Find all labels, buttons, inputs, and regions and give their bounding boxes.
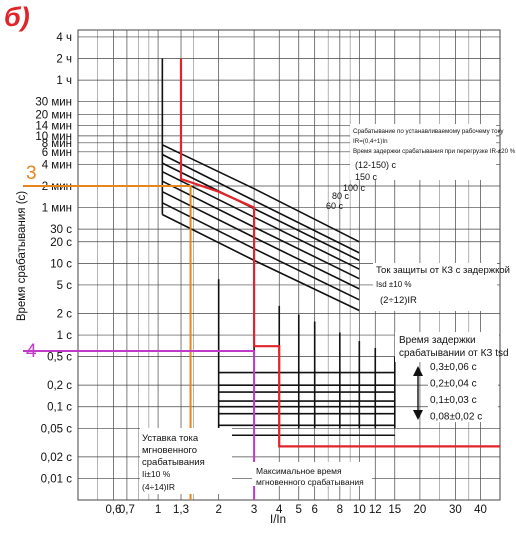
x-tick-label: 1 <box>155 504 161 516</box>
delay-time-value: 0,2±0,04 с <box>430 379 477 390</box>
x-axis-label: I/In <box>270 514 286 526</box>
y-tick-label: 20 с <box>50 237 72 249</box>
overload-series-label: 80 с <box>332 191 350 201</box>
annotations: Срабатывание по устанавливаемому рабочем… <box>140 124 516 494</box>
y-tick-label: 30 мин <box>35 97 72 109</box>
y-tick-label: 2 с <box>57 308 73 320</box>
y-tick-label: 14 мин <box>35 120 72 132</box>
y-tick-label: 10 мин <box>35 131 72 143</box>
x-tick-label: 12 <box>369 504 382 516</box>
y-tick-label: 0,2 с <box>47 380 72 392</box>
x-tick-labels: 0,60,7 1 1,3 2 3 4 5 6 8 10 12 15 20 30 40 <box>105 504 486 516</box>
delay-time-value: 0,1±0,03 с <box>430 395 477 406</box>
overload-series-label: 60 с <box>326 201 344 211</box>
x-tick-label: 30 <box>449 504 462 516</box>
overload-curve <box>161 144 360 243</box>
instant-line2: мгновенного <box>142 445 197 456</box>
y-tick-label: 0,1 с <box>47 402 72 414</box>
instant-line1: Уставка тока <box>142 433 199 444</box>
overload-series-label: 150 с <box>355 172 378 182</box>
x-tick-label: 3 <box>251 504 257 516</box>
orange-guide <box>23 184 192 500</box>
delay-time-value: 0,08±0,02 с <box>430 412 482 423</box>
x-tick-label: 0,6 <box>105 504 121 516</box>
y-tick-label: 4 ч <box>56 32 72 44</box>
short-delay-line1: Ток защиты от КЗ с задержкой <box>376 265 510 276</box>
delay-arrow-up <box>413 366 423 376</box>
red-trip-curve <box>179 58 500 448</box>
overload-note-line4: (12-150) с <box>355 160 397 170</box>
y-tick-label: 0,02 с <box>41 452 73 464</box>
short-delay-line2: Isd ±10 % <box>376 280 412 289</box>
instant-line3: срабатывания <box>142 457 205 468</box>
x-tick-label: 20 <box>414 504 427 516</box>
overload-note-line3: Время задержки срабатывания при перегруз… <box>353 148 516 155</box>
overload-series-label: 100 с <box>343 183 366 193</box>
x-tick-label: 2 <box>215 504 221 516</box>
max-instant-line2: мгновенного срабатывания <box>256 477 364 487</box>
x-tick-label: 6 <box>311 504 317 516</box>
x-tick-label: 1,3 <box>173 504 189 516</box>
y-tick-label: 4 мин <box>42 159 72 171</box>
instant-note-bg <box>140 428 232 494</box>
curves <box>161 58 500 448</box>
delay-time-note-bg <box>395 332 499 362</box>
y-tick-label: 0,01 с <box>41 473 73 485</box>
x-tick-label: 0,7 <box>119 504 135 516</box>
max-instant-line1: Максимальное время <box>256 466 342 476</box>
y-tick-label: 10 с <box>50 258 72 270</box>
short-delay-note-bg <box>373 263 497 311</box>
x-tick-label: 40 <box>474 504 487 516</box>
x-tick-label: 10 <box>353 504 366 516</box>
instant-line4: Ii±10 % <box>142 469 171 479</box>
y-tick-label: 2 ч <box>56 54 72 66</box>
purple-guide <box>23 349 256 500</box>
overload-curve <box>161 162 360 262</box>
orange-marker-label: 3 <box>26 163 37 184</box>
x-tick-label: 15 <box>388 504 401 516</box>
delay-values-bg <box>428 360 498 422</box>
y-axis-label: Время срабатывания (с) <box>16 190 28 322</box>
y-tick-label: 30 с <box>50 224 72 236</box>
overload-note-line1: Срабатывание по устанавливаемому рабочем… <box>353 128 504 135</box>
overload-note-bg <box>350 124 496 180</box>
delay-time-value: 0,3±0,06 с <box>430 362 477 373</box>
instant-line5: (4÷14)IR <box>142 482 175 492</box>
y-tick-label: 20 мин <box>35 109 72 121</box>
y-tick-label: 1 ч <box>56 75 72 87</box>
y-tick-label: 1 мин <box>42 203 72 215</box>
delay-time-line1: Время задержки <box>399 335 476 346</box>
short-delay-line3: (2÷12)IR <box>380 295 417 306</box>
overload-note-line2: IR=(0,4÷1)In <box>353 138 388 145</box>
guides <box>23 184 256 500</box>
y-tick-label: 1 с <box>57 330 73 342</box>
overload-curve <box>161 153 360 254</box>
delay-arrow-down <box>413 410 423 420</box>
x-tick-label: 5 <box>296 504 302 516</box>
delay-time-line2: срабатывании от КЗ tsd <box>399 347 509 359</box>
x-tick-label: 4 <box>276 504 283 516</box>
y-tick-label: 0,05 с <box>41 423 73 435</box>
y-tick-label: 6 мин <box>42 147 72 159</box>
y-tick-label: 8 мин <box>42 138 72 150</box>
max-instant-note-bg <box>252 462 372 486</box>
y-tick-label: 5 с <box>57 280 73 292</box>
panel-letter: б) <box>4 2 30 32</box>
x-tick-label: 8 <box>337 504 343 516</box>
y-tick-label: 0,5 с <box>47 352 72 364</box>
